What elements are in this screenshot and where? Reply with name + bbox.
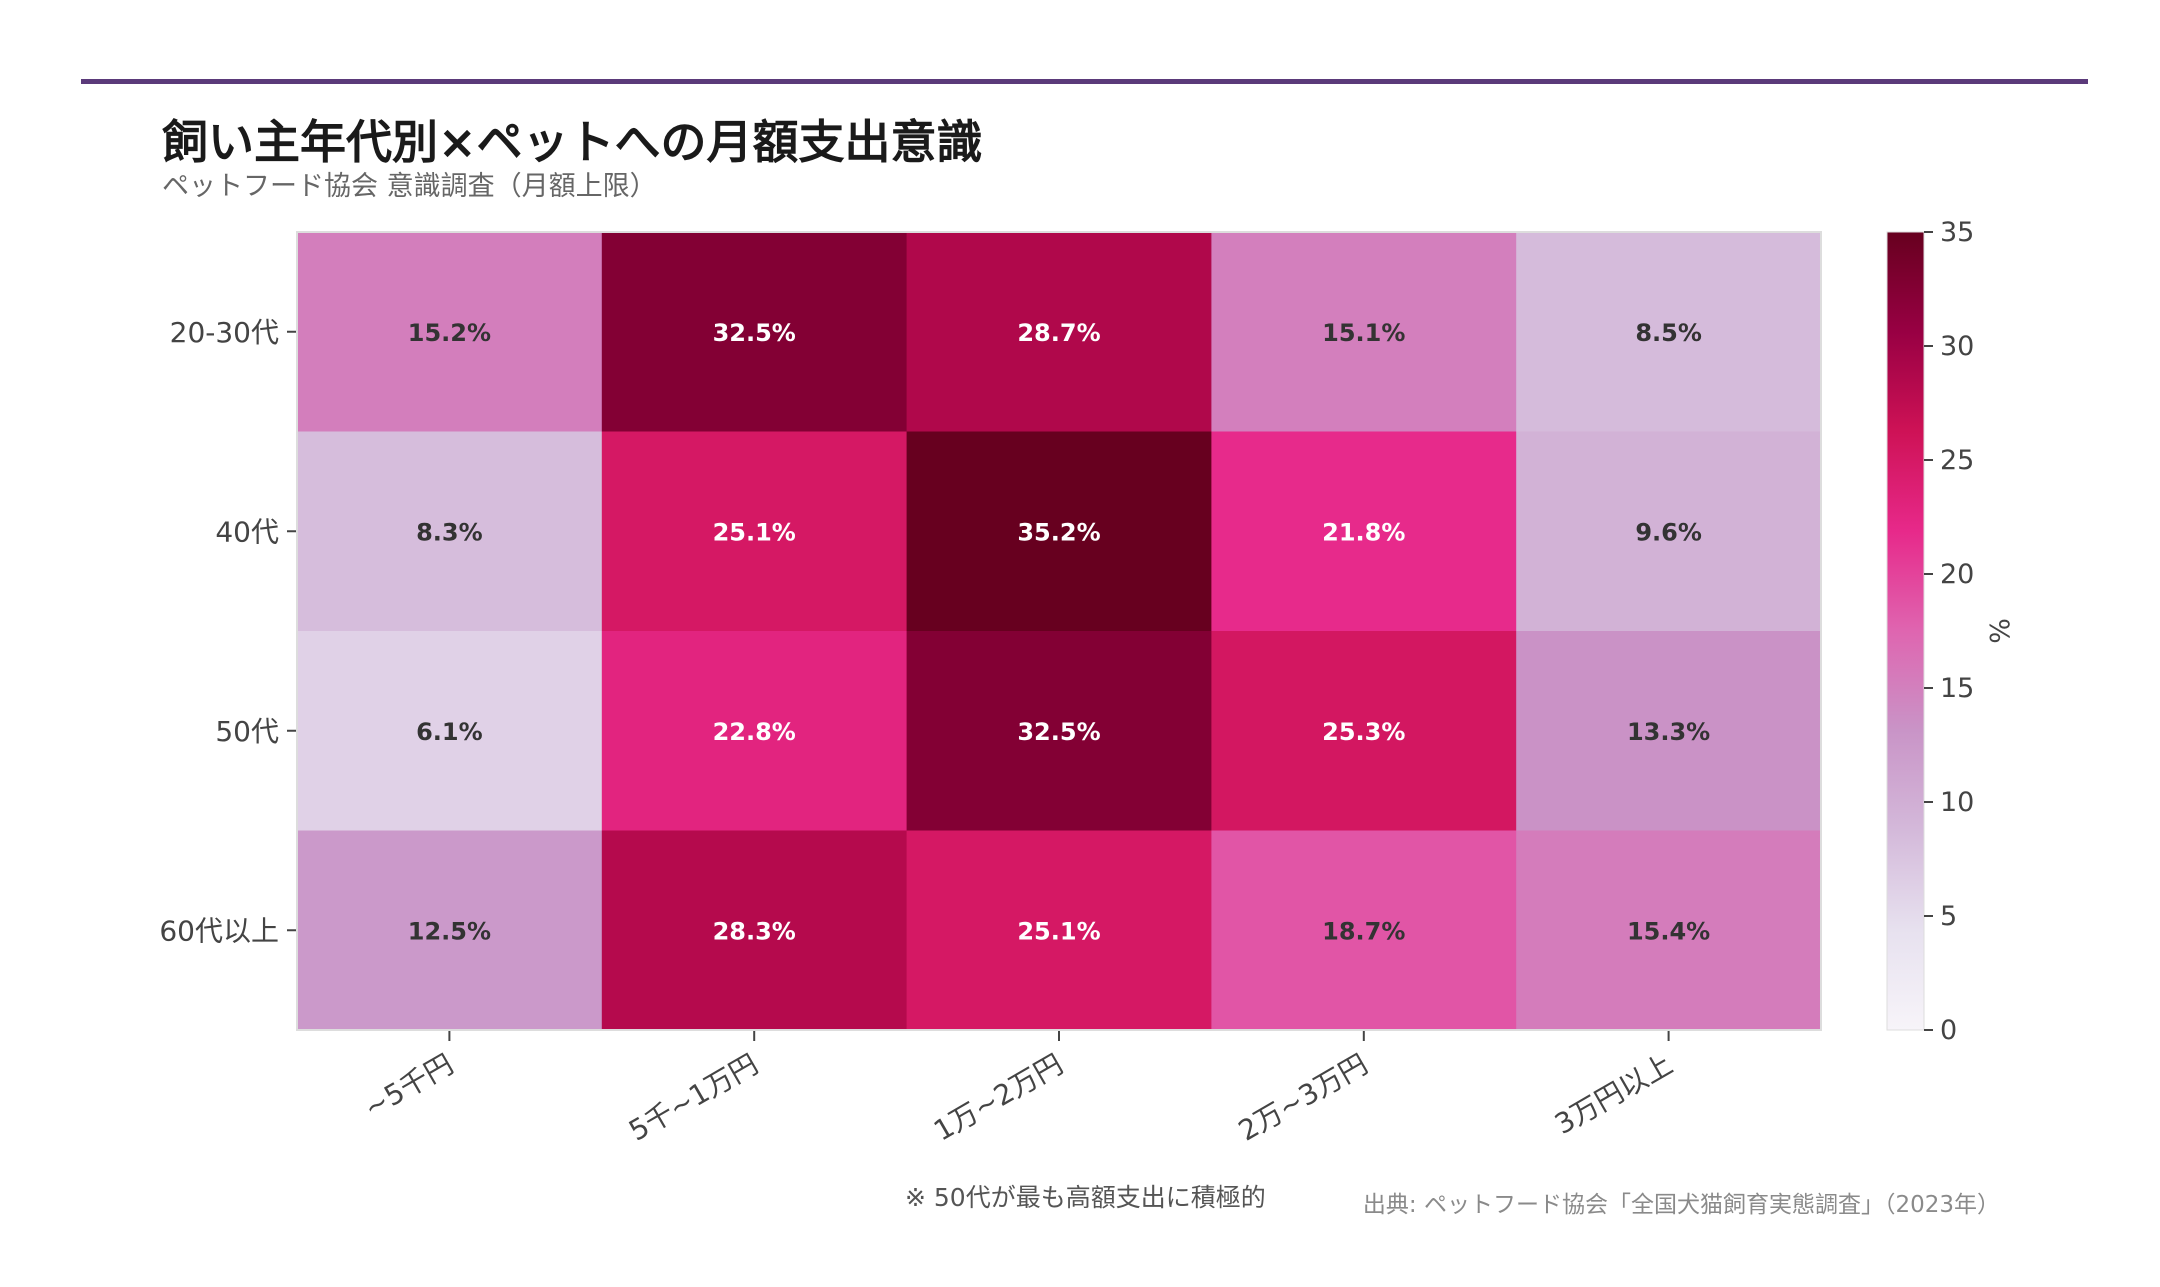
heatmap-cell — [601, 232, 908, 433]
cell-value-label: 25.3% — [1322, 718, 1405, 746]
heatmap-cell — [1516, 232, 1822, 433]
cell-value-label: 32.5% — [1017, 718, 1100, 746]
heatmap-cell — [1211, 830, 1517, 1031]
heatmap-cell — [297, 431, 603, 632]
cell-value-label: 32.5% — [713, 319, 796, 347]
heatmap-cell — [1211, 631, 1517, 832]
cell-value-label: 22.8% — [713, 718, 796, 746]
plot-frame — [296, 231, 1822, 1031]
colorbar-tick-label: 0 — [1940, 1015, 1957, 1046]
column-tick-label: 2万~3万円 — [1233, 1047, 1373, 1147]
colorbar-tick-label: 15 — [1940, 673, 1974, 704]
row-tick-label: 40代 — [215, 515, 279, 548]
heatmap-cell — [906, 431, 1212, 632]
colorbar-tick-label: 30 — [1940, 331, 1974, 362]
cell-value-label: 8.5% — [1635, 319, 1702, 347]
row-tick-label: 20-30代 — [170, 316, 279, 349]
heatmap-cell — [1516, 830, 1822, 1031]
cell-value-label: 18.7% — [1322, 917, 1405, 945]
colorbar-axis: 0 5 10 15 20 25 30 35 — [1924, 217, 1974, 1046]
heatmap-cell — [906, 631, 1212, 832]
colorbar-tick-label: 10 — [1940, 787, 1974, 818]
column-tick-label: 3万円以上 — [1549, 1047, 1678, 1140]
cell-value-label: 25.1% — [713, 518, 796, 546]
cell-value-label: 21.8% — [1322, 518, 1405, 546]
heatmap-cell — [1211, 232, 1517, 433]
cell-value-label: 13.3% — [1627, 718, 1710, 746]
row-tick-label: 60代以上 — [159, 914, 279, 947]
column-axis: ~5千円 5千~1万円 1万~2万円 2万~3万円 3万円以上 — [358, 1031, 1678, 1148]
colorbar-tick-label: 35 — [1940, 217, 1974, 248]
column-tick-label: ~5千円 — [358, 1047, 459, 1124]
cell-value-label: 12.5% — [408, 917, 491, 945]
cell-value-label: 25.1% — [1017, 917, 1100, 945]
accent-bar — [81, 79, 2088, 84]
cell-value-label: 28.7% — [1017, 319, 1100, 347]
cell-value-label: 15.1% — [1322, 319, 1405, 347]
colorbar-tick-label: 25 — [1940, 445, 1974, 476]
cell-value-label: 6.1% — [416, 718, 483, 746]
footnote: ※ 50代が最も高額支出に積極的 — [905, 1183, 1266, 1212]
heatmap-cell — [1211, 431, 1517, 632]
chart-subtitle: ペットフード協会 意識調査（月額上限） — [162, 171, 657, 202]
column-tick-label: 1万~2万円 — [928, 1047, 1068, 1147]
cell-value-label: 15.2% — [408, 319, 491, 347]
cell-value-label: 15.4% — [1627, 917, 1710, 945]
heatmap-cell — [1516, 631, 1822, 832]
row-axis: 20-30代 40代 50代 60代以上 — [159, 316, 296, 947]
heatmap-cell — [601, 830, 908, 1031]
heatmap-cell — [1516, 431, 1822, 632]
chart-title: 飼い主年代別×ペットへの月額支出意識 — [162, 115, 983, 169]
heatmap-cell — [601, 431, 908, 632]
cell-value-label: 35.2% — [1017, 518, 1100, 546]
heatmap-cell — [601, 631, 908, 832]
heatmap-cell — [906, 830, 1212, 1031]
colorbar-tick-label: 20 — [1940, 559, 1974, 590]
source-note: 出典: ペットフード協会「全国犬猫飼育実態調査」（2023年） — [1362, 1192, 2000, 1218]
colorbar-label: % — [1983, 618, 2014, 644]
column-tick-label: 5千~1万円 — [623, 1047, 763, 1147]
colorbar — [1886, 231, 1925, 1031]
row-tick-label: 50代 — [215, 715, 279, 748]
colorbar-tick-label: 5 — [1940, 901, 1957, 932]
cell-value-label: 28.3% — [713, 917, 796, 945]
heatmap-cell — [297, 232, 603, 433]
cell-value-label: 8.3% — [416, 518, 483, 546]
heatmap-cell — [297, 631, 603, 832]
heatmap-cells: 15.2% 32.5% 28.7% 15.1% 8.5% 8.3% 25.1% 35.2% 21… — [297, 232, 1822, 1031]
heatmap-cell — [906, 232, 1212, 433]
heatmap-cell — [297, 830, 603, 1031]
cell-value-label: 9.6% — [1635, 518, 1702, 546]
